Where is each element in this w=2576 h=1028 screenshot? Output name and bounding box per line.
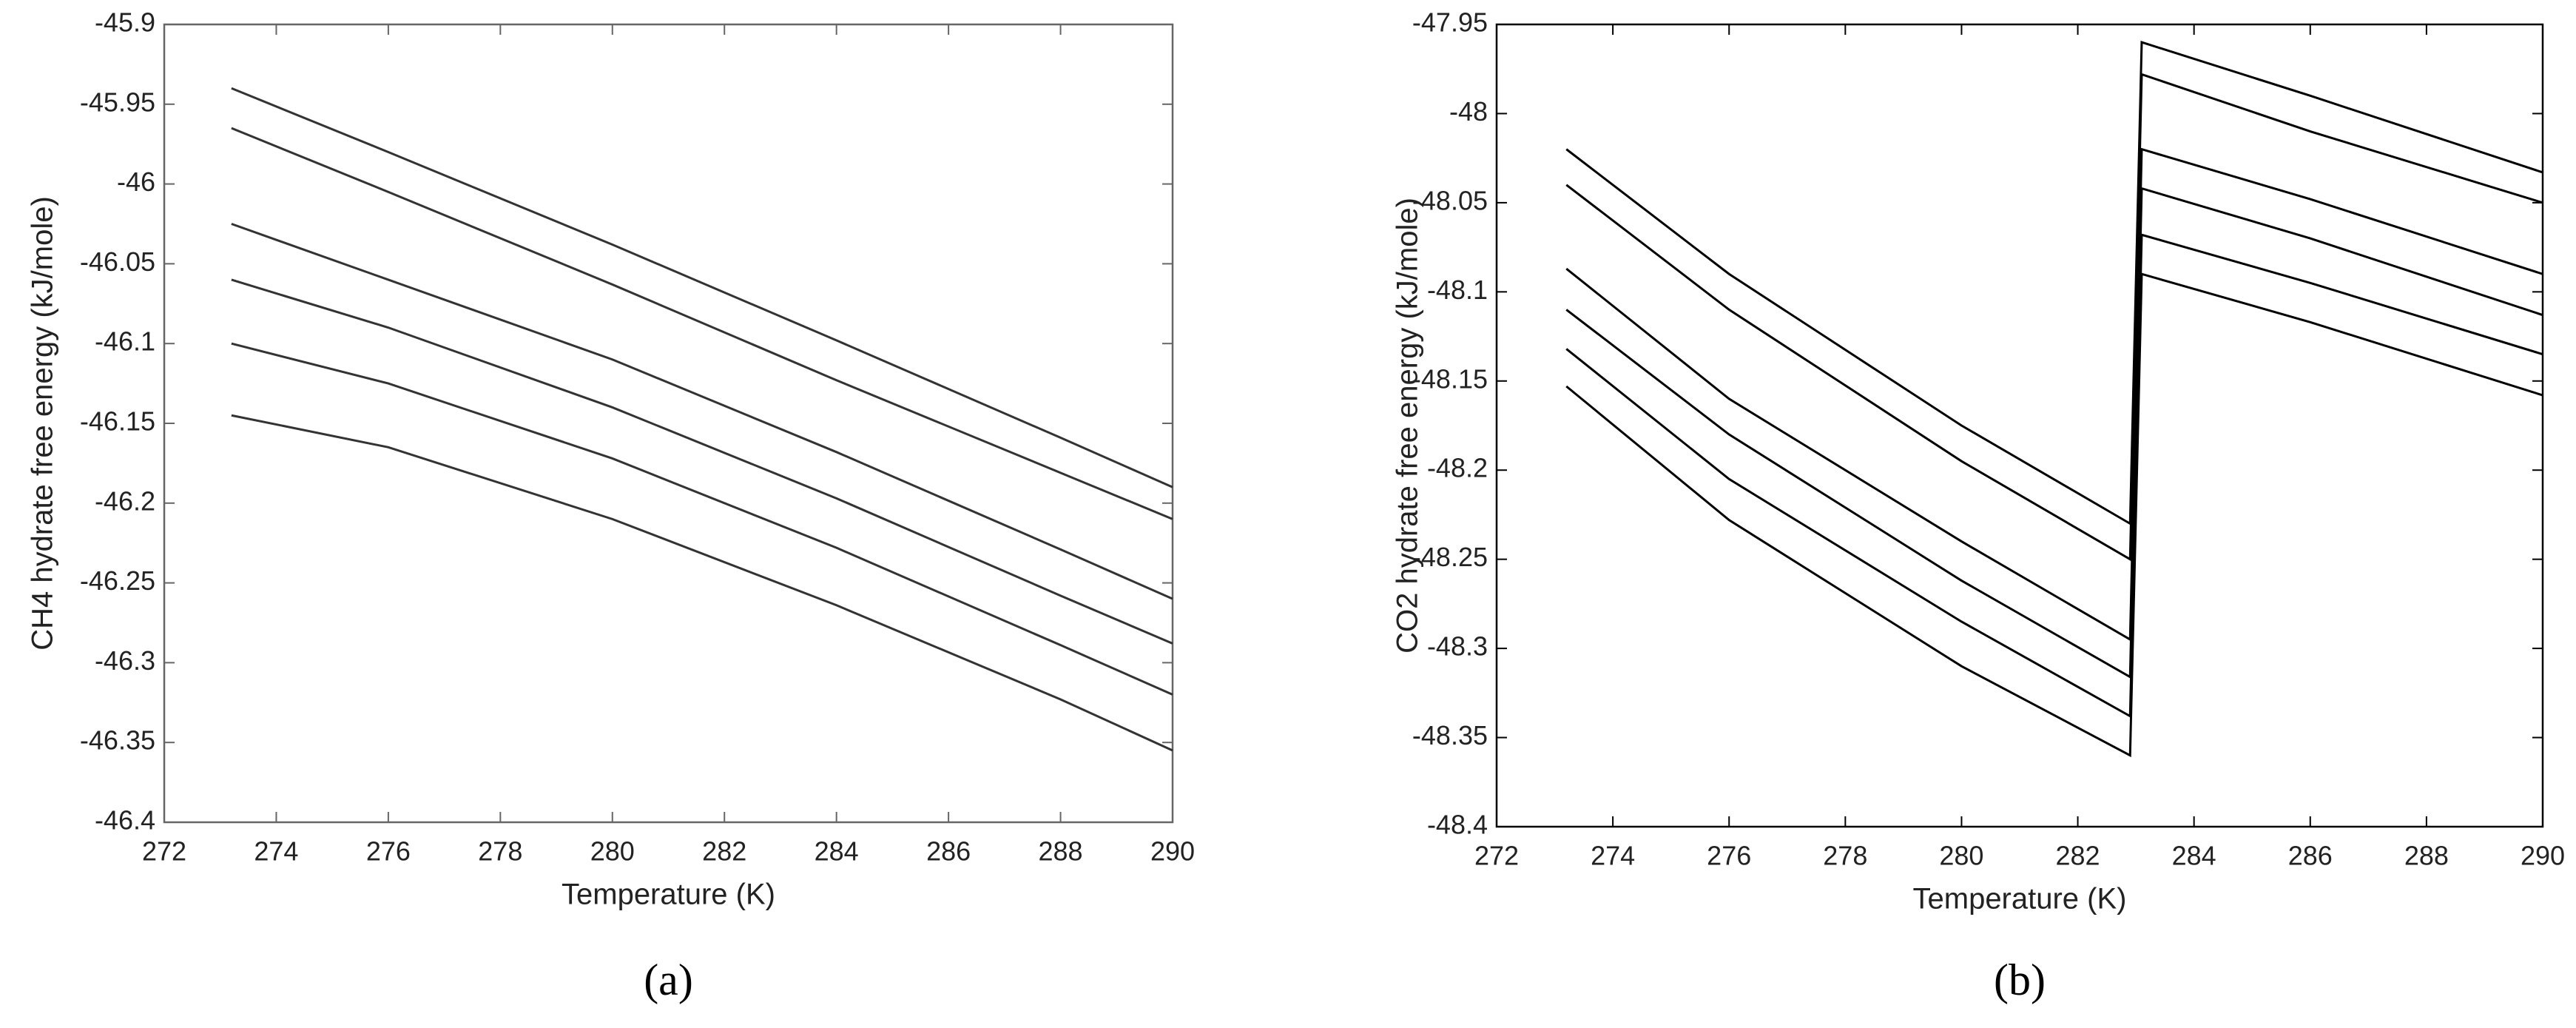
y-tick-label: -48.2 — [1427, 453, 1488, 483]
y-tick-label: -46 — [117, 167, 155, 197]
y-tick-label: -48.35 — [1412, 720, 1488, 750]
y-tick-label: -46.35 — [80, 725, 155, 756]
data-line — [231, 414, 1173, 752]
x-tick-label: 284 — [815, 836, 859, 867]
y-tick-label: -45.9 — [95, 7, 155, 38]
x-tick-label: 284 — [2172, 841, 2216, 871]
y-axis-title: CH4 hydrate free energy (kJ/mole) — [27, 196, 59, 651]
x-tick-label: 276 — [366, 836, 411, 867]
panel-label: (a) — [644, 955, 693, 1004]
plot-frame — [163, 23, 1174, 824]
x-tick-label: 282 — [2056, 841, 2100, 871]
y-tick-label: -46.4 — [95, 805, 155, 836]
x-tick-label: 288 — [2404, 841, 2449, 871]
data-line — [1565, 233, 2543, 719]
y-tick-label: -48.05 — [1412, 185, 1488, 215]
y-tick-label: -48.15 — [1412, 363, 1488, 394]
y-tick-label: -46.2 — [95, 486, 155, 516]
y-tick-label: -48.25 — [1412, 542, 1488, 572]
x-tick-label: 274 — [1591, 841, 1635, 871]
x-tick-label: 278 — [1823, 841, 1867, 871]
y-tick-label: -46.05 — [80, 246, 155, 277]
x-tick-label: 280 — [590, 836, 635, 867]
x-tick-label: 278 — [478, 836, 522, 867]
y-tick-label: -45.95 — [80, 87, 155, 117]
y-tick-label: -47.95 — [1412, 7, 1488, 38]
panel-label: (b) — [1994, 955, 2046, 1004]
y-tick-label: -48.3 — [1427, 631, 1488, 662]
y-tick-label: -46.3 — [95, 645, 155, 676]
y-axis-title: CO2 hydrate free energy (kJ/mole) — [1392, 198, 1424, 654]
x-tick-label: 274 — [254, 836, 298, 867]
x-tick-label: 288 — [1039, 836, 1083, 867]
x-tick-label: 286 — [926, 836, 971, 867]
data-line — [1565, 272, 2543, 758]
x-tick-label: 276 — [1707, 841, 1751, 871]
x-tick-label: 290 — [2521, 841, 2565, 871]
x-tick-label: 282 — [702, 836, 746, 867]
data-line — [231, 342, 1173, 696]
y-tick-label: -48.4 — [1427, 810, 1488, 840]
y-tick-label: -48.1 — [1427, 275, 1488, 305]
x-tick-label: 272 — [1474, 841, 1519, 871]
data-line — [231, 223, 1173, 600]
x-tick-label: 286 — [2288, 841, 2333, 871]
plot-frame — [1495, 23, 2544, 828]
x-tick-label: 272 — [142, 836, 186, 867]
y-tick-label: -46.1 — [95, 326, 155, 357]
data-line — [1565, 147, 2543, 642]
data-line — [1565, 73, 2543, 562]
y-tick-label: -46.15 — [80, 406, 155, 437]
x-axis-title: Temperature (K) — [1913, 883, 2127, 916]
data-line — [231, 127, 1173, 520]
x-tick-label: 290 — [1150, 836, 1195, 867]
x-tick-label: 280 — [1939, 841, 1983, 871]
y-tick-label: -46.25 — [80, 565, 155, 596]
y-tick-label: -48 — [1449, 96, 1488, 127]
x-axis-title: Temperature (K) — [562, 878, 775, 911]
data-line — [1565, 41, 2543, 526]
data-line — [231, 87, 1173, 488]
data-line — [231, 278, 1173, 645]
